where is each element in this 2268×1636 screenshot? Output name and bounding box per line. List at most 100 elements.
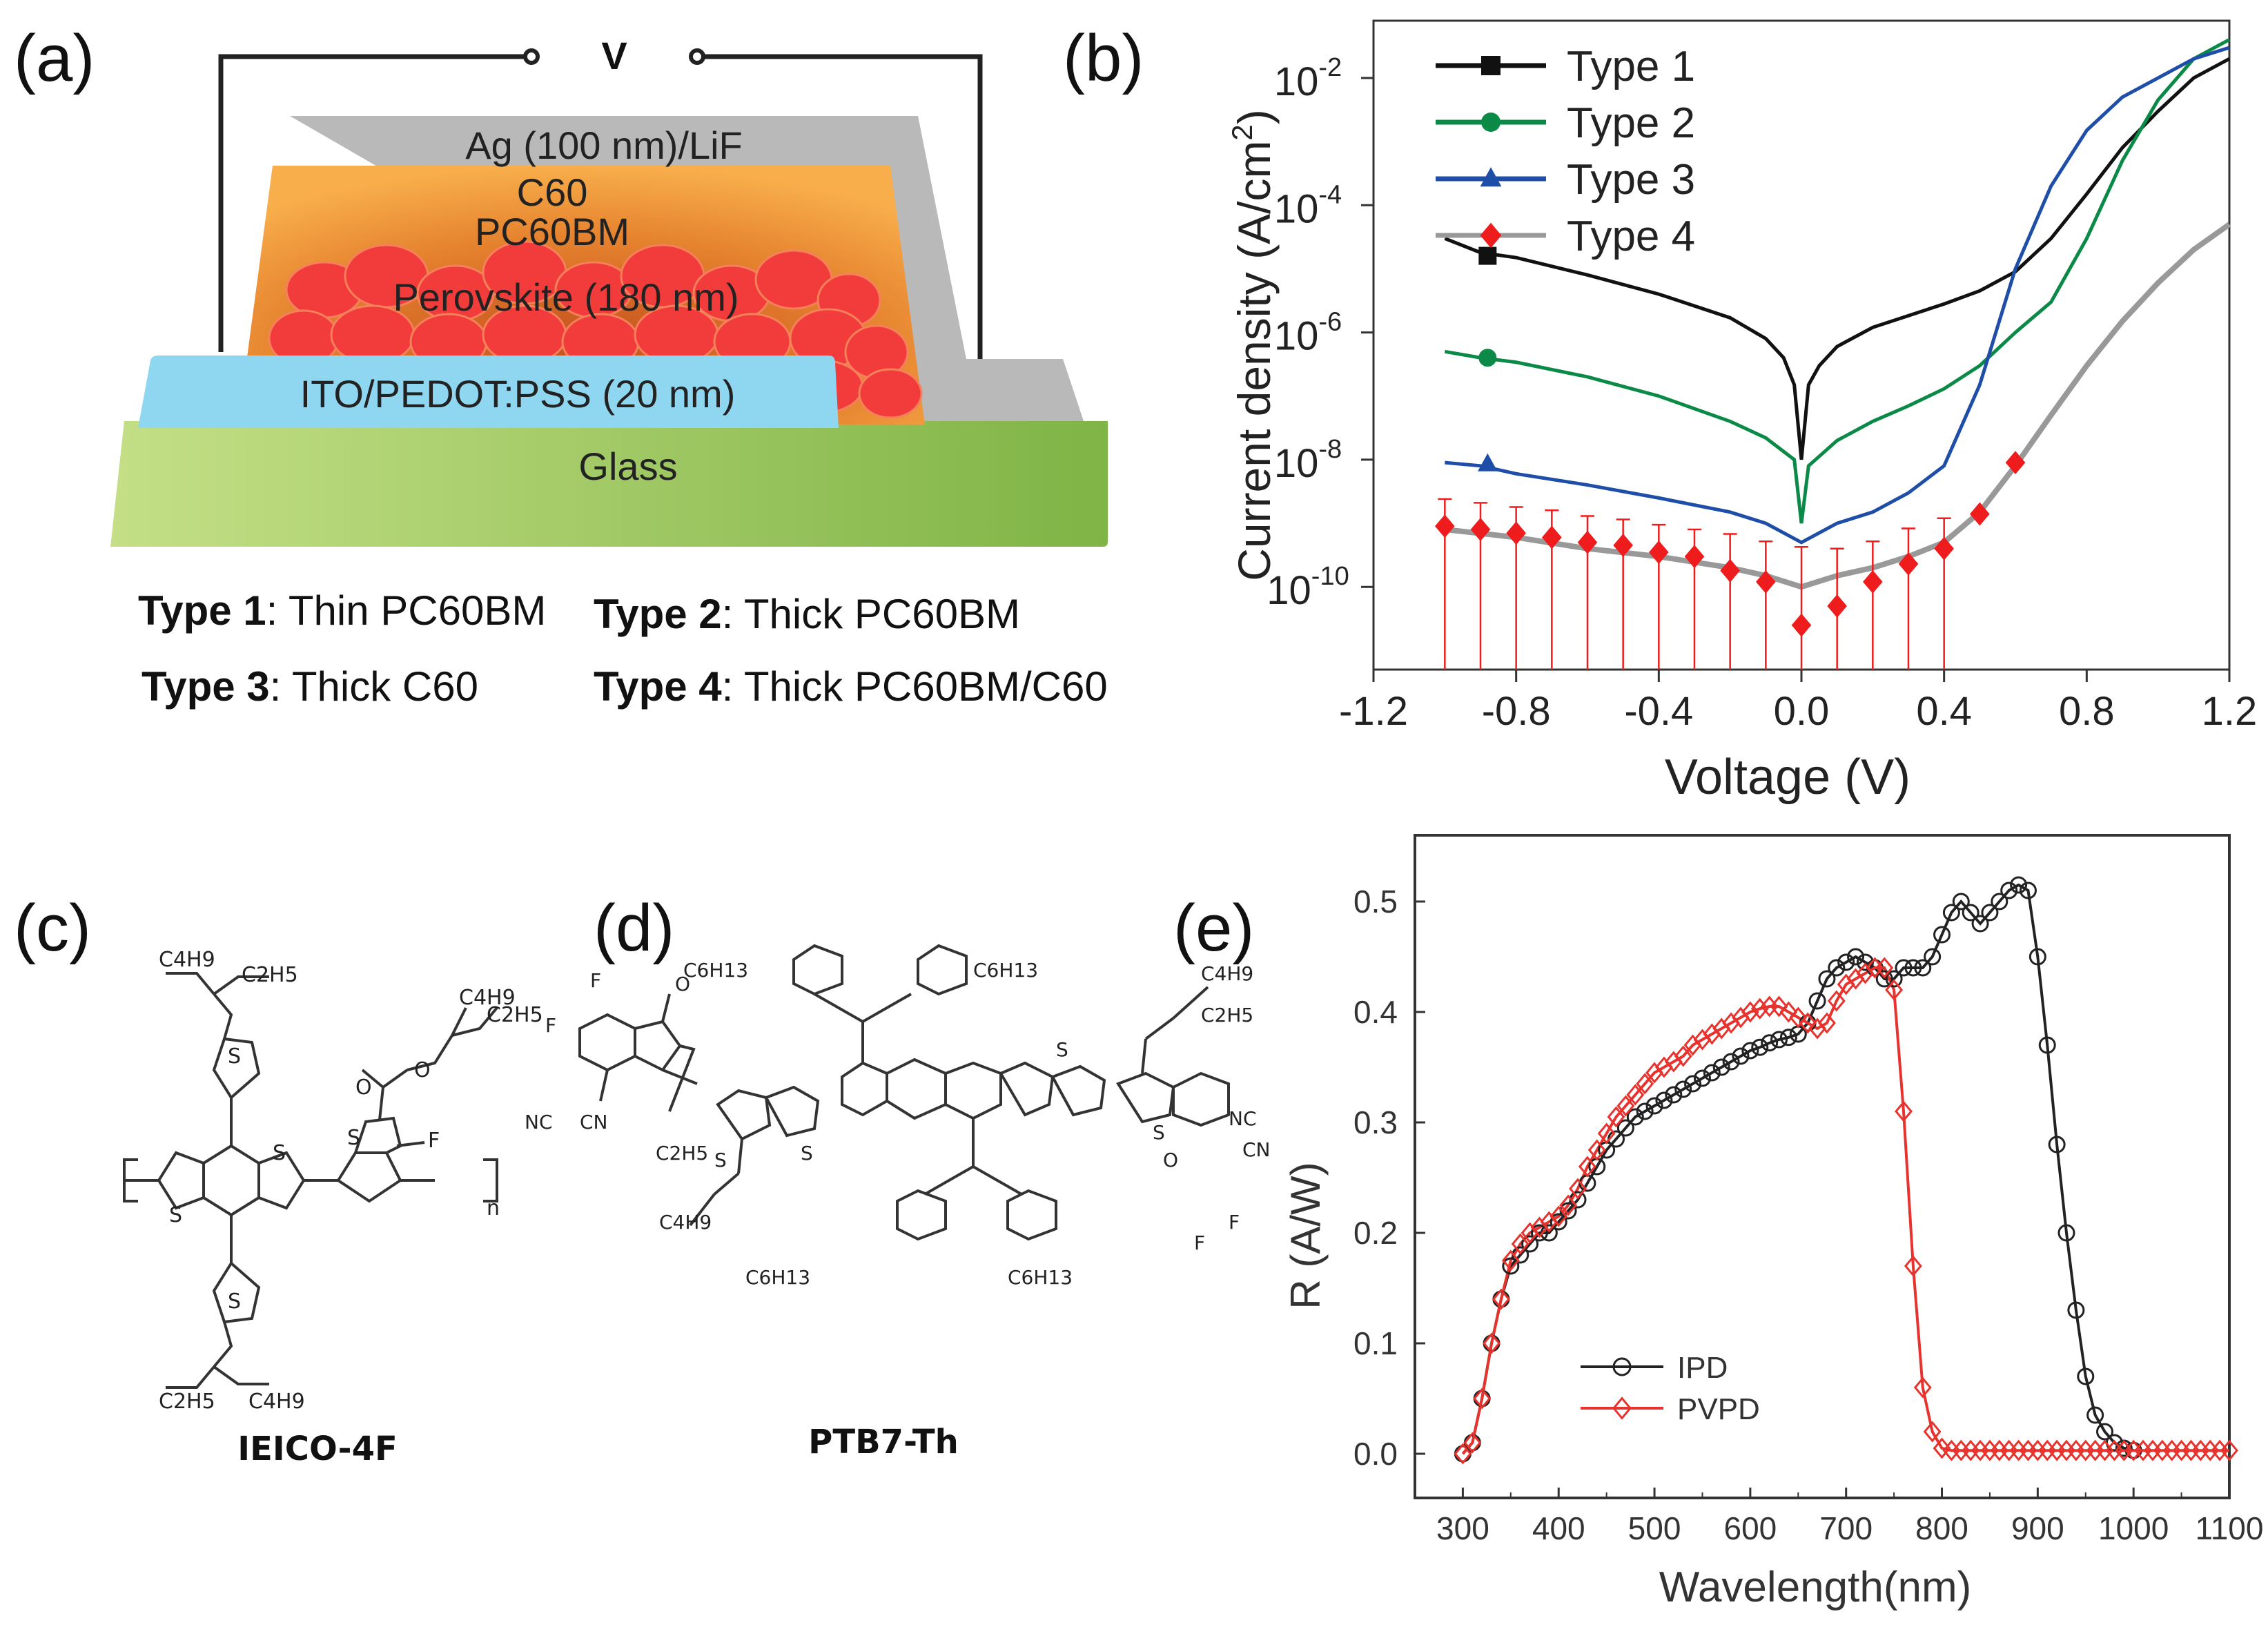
ptb7-th-structure: F F O NC CN S S S S C2H5 C4H9 C6H13 C6H13 C6H1…: [525, 944, 1270, 1461]
resp-x-tick-label: 1000: [2098, 1510, 2169, 1546]
jv-x-tick-label: -0.8: [1482, 689, 1551, 734]
svg-text:S: S: [347, 1126, 360, 1150]
resp-legend-label: IPD: [1677, 1351, 1728, 1385]
resp-data-point: [1636, 1073, 1654, 1095]
jv-series-line: [1444, 222, 2231, 590]
resp-data-point: [1626, 1108, 1644, 1126]
resp-data-point: [1616, 1119, 1634, 1137]
resp-data-point: [1473, 1387, 1492, 1410]
jv-x-tick-label: -1.2: [1339, 689, 1408, 734]
jv-x-tick-label: 0.0: [1774, 689, 1830, 734]
jv-data-point: [1470, 518, 1491, 541]
jv-y-tick-label: 10-10: [1267, 562, 1349, 613]
resp-data-point: [2038, 1036, 2056, 1054]
svg-text:S: S: [228, 1289, 241, 1314]
svg-text:S: S: [714, 1149, 727, 1171]
resp-y-tick-label: 0.1: [1353, 1325, 1398, 1361]
resp-data-point: [1674, 1045, 1692, 1067]
resp-data-point: [1770, 1031, 1788, 1049]
resp-series-line: [1461, 966, 2229, 1455]
svg-text:n: n: [487, 1196, 500, 1220]
jv-data-point: [1684, 545, 1705, 569]
resp-data-point: [1847, 948, 1865, 966]
resp-data-point: [1578, 1156, 1596, 1178]
resp-data-point: [1569, 1178, 1587, 1200]
resp-data-point: [2057, 1224, 2075, 1242]
jv-x-tick-label: 0.8: [2059, 689, 2115, 734]
resp-data-point: [1895, 1100, 1913, 1122]
jv-y-tick-label: 10-8: [1274, 435, 1342, 486]
type-3-caption: Type 3: Thick C60: [141, 663, 478, 710]
jv-x-axis-label: Voltage (V): [1665, 750, 1910, 805]
type-4-caption: Type 4: Thick PC60BM/C60: [594, 663, 1108, 710]
resp-legend-marker: [1612, 1357, 1632, 1376]
resp-x-tick-label: 900: [2011, 1510, 2064, 1546]
resp-x-axis-label: Wavelength(nm): [1659, 1564, 1972, 1611]
resp-data-point: [1808, 992, 1826, 1010]
resp-data-point: [1722, 1053, 1740, 1071]
jv-data-point: [1863, 569, 1883, 594]
svg-text:C2H5: C2H5: [159, 1390, 215, 1414]
jv-legend-marker: [1480, 222, 1502, 249]
jv-legend-marker: [1481, 56, 1500, 75]
left-wire: [218, 54, 528, 352]
resp-data-point: [1463, 1432, 1482, 1454]
resp-y-axis-label: R (A/W): [1282, 1162, 1329, 1309]
resp-data-point: [1789, 1006, 1808, 1029]
resp-data-point: [1550, 1213, 1567, 1231]
jv-series-line: [1445, 46, 2230, 545]
ptb7-th-atom-labels: F F O NC CN S S S S C2H5 C4H9 C6H13 C6H13 C6H1…: [525, 959, 1270, 1289]
resp-data-point: [1751, 1038, 1769, 1056]
resp-data-point: [1454, 1443, 1472, 1465]
resp-data-point: [1779, 1029, 1797, 1046]
resp-data-point: [2220, 1439, 2238, 1461]
resp-y-tick-label: 0.4: [1353, 994, 1398, 1030]
resp-x-tick-label: 600: [1724, 1510, 1777, 1546]
jv-data-point: [1478, 246, 1497, 265]
jv-chart: Current density (A/cm2) Voltage (V) -1.2…: [1226, 19, 2257, 805]
svg-text:S: S: [169, 1203, 182, 1227]
resp-data-point: [1904, 959, 1922, 977]
resp-data-point: [2010, 876, 2028, 894]
jv-data-point: [1435, 514, 1455, 538]
resp-data-point: [1981, 904, 1999, 922]
panel-label-c: (c): [14, 891, 91, 965]
resp-data-point: [1645, 1097, 1663, 1115]
svg-text:C2H5: C2H5: [656, 1142, 708, 1165]
resp-data-point: [1875, 970, 1893, 988]
svg-text:C4H9: C4H9: [159, 948, 215, 972]
resp-data-point: [1750, 997, 1769, 1020]
svg-text:CN: CN: [580, 1111, 608, 1133]
jv-y-tick-label: 10-6: [1274, 308, 1342, 359]
resp-data-point: [1741, 1042, 1759, 1060]
resp-data-point: [1501, 1249, 1520, 1272]
jv-y-axis-label: Current density (A/cm2): [1226, 109, 1280, 581]
left-terminal: [523, 48, 540, 65]
svg-text:O: O: [1163, 1149, 1178, 1171]
resp-data-point: [1933, 926, 1951, 944]
svg-text:C2H5: C2H5: [1201, 1004, 1253, 1026]
resp-data-point: [1942, 904, 1960, 922]
resp-data-point: [1962, 904, 1979, 922]
ptb7-th-name: PTB7-Th: [808, 1423, 959, 1461]
svg-text:C4H9: C4H9: [1201, 962, 1253, 985]
resp-data-point: [1971, 915, 1989, 933]
resp-x-tick-label: 700: [1819, 1510, 1873, 1546]
resp-data-point: [2096, 1423, 2114, 1441]
resp-data-point: [1550, 1205, 1568, 1227]
resp-data-point: [1703, 1064, 1721, 1082]
svg-text:S: S: [1056, 1038, 1068, 1061]
glass-label: Glass: [578, 445, 677, 488]
resp-data-point: [1904, 1255, 1922, 1277]
resp-data-point: [1761, 1034, 1779, 1052]
resp-data-point: [1521, 1235, 1539, 1253]
resp-x-tick-label: 800: [1915, 1510, 1968, 1546]
resp-data-point: [1492, 1288, 1510, 1310]
svg-text:S: S: [801, 1142, 813, 1165]
resp-x-tick-label: 500: [1628, 1510, 1681, 1546]
ieico-4f-bonds: [123, 972, 498, 1389]
jv-legend-label: Type 4: [1567, 213, 1695, 260]
resp-y-tick-label: 0.0: [1353, 1436, 1398, 1472]
jv-legend-marker: [1480, 167, 1502, 187]
